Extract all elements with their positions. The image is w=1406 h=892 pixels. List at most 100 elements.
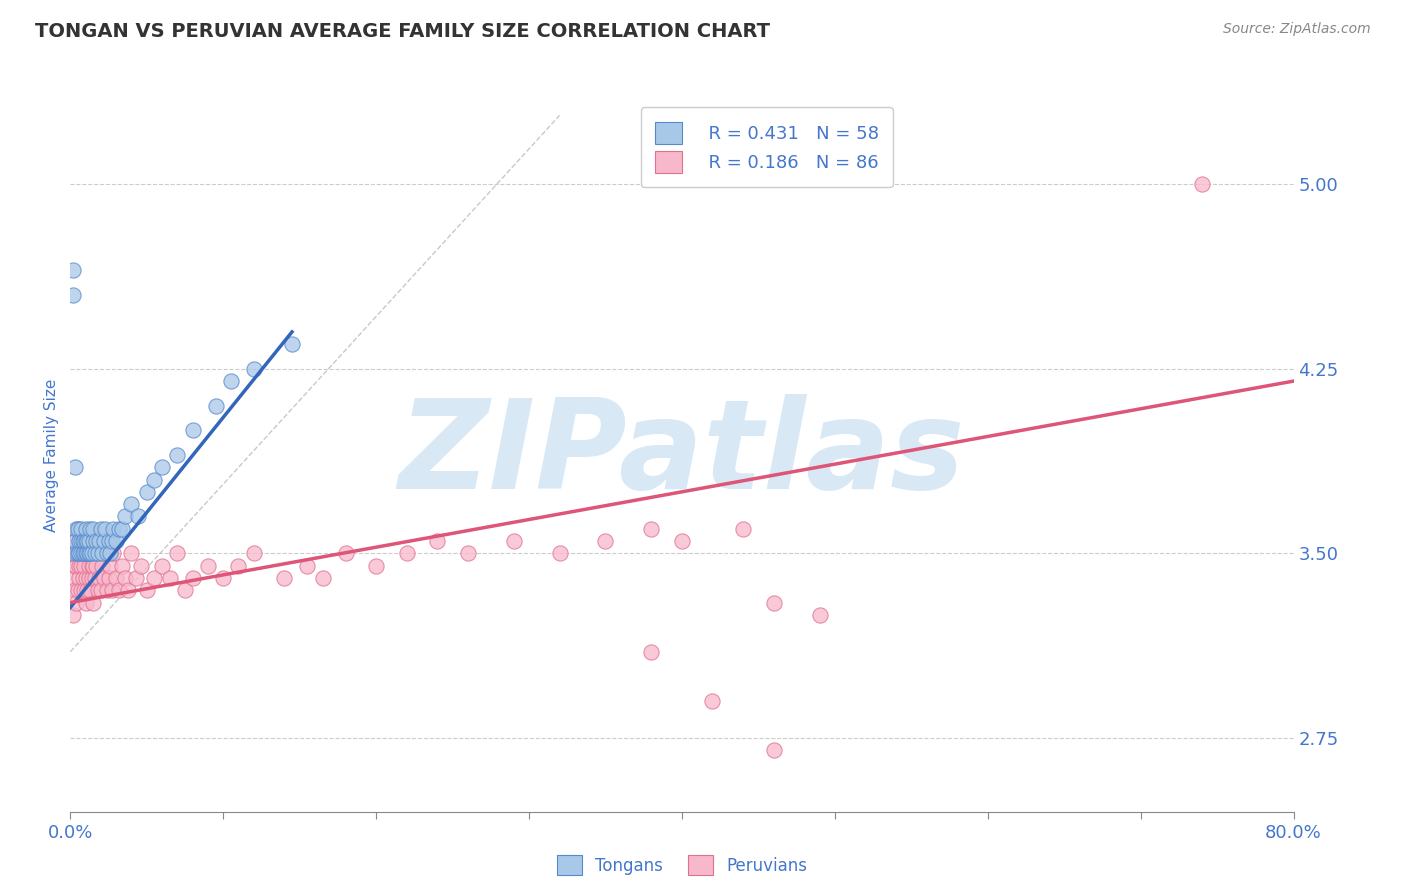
Point bbox=[166, 448, 188, 462]
Point bbox=[89, 534, 111, 549]
Point bbox=[98, 558, 121, 573]
Text: Source: ZipAtlas.com: Source: ZipAtlas.com bbox=[1223, 22, 1371, 37]
Point bbox=[69, 571, 91, 585]
Point bbox=[76, 546, 98, 560]
Point bbox=[502, 534, 524, 549]
Point bbox=[335, 546, 357, 560]
Point bbox=[96, 583, 118, 598]
Point bbox=[63, 460, 86, 475]
Point bbox=[640, 645, 662, 659]
Point bbox=[243, 546, 266, 560]
Point bbox=[197, 558, 219, 573]
Point bbox=[80, 571, 103, 585]
Point bbox=[63, 583, 86, 598]
Point bbox=[62, 607, 84, 622]
Point bbox=[93, 571, 115, 585]
Point bbox=[75, 534, 97, 549]
Point bbox=[150, 558, 173, 573]
Point bbox=[70, 534, 93, 549]
Point bbox=[127, 509, 149, 524]
Point bbox=[166, 546, 188, 560]
Point bbox=[79, 583, 101, 598]
Point bbox=[73, 546, 96, 560]
Point bbox=[83, 571, 105, 585]
Point bbox=[77, 558, 100, 573]
Point bbox=[73, 583, 96, 598]
Point bbox=[87, 583, 110, 598]
Point bbox=[159, 571, 181, 585]
Point bbox=[243, 361, 266, 376]
Point bbox=[125, 571, 148, 585]
Point bbox=[702, 694, 724, 708]
Point bbox=[108, 522, 131, 536]
Point bbox=[66, 546, 89, 560]
Point bbox=[89, 571, 111, 585]
Point bbox=[69, 534, 91, 549]
Point bbox=[63, 558, 86, 573]
Point bbox=[73, 534, 96, 549]
Point bbox=[75, 571, 97, 585]
Point bbox=[77, 571, 100, 585]
Point bbox=[366, 558, 388, 573]
Point bbox=[733, 522, 755, 536]
Point bbox=[219, 374, 242, 388]
Point bbox=[91, 546, 114, 560]
Point bbox=[69, 558, 91, 573]
Point bbox=[60, 546, 83, 560]
Point bbox=[762, 743, 785, 757]
Point bbox=[121, 497, 143, 511]
Point bbox=[60, 571, 83, 585]
Point bbox=[84, 558, 107, 573]
Point bbox=[98, 546, 121, 560]
Point bbox=[65, 546, 87, 560]
Point bbox=[65, 596, 87, 610]
Point bbox=[108, 583, 131, 598]
Point bbox=[65, 558, 87, 573]
Point bbox=[75, 596, 97, 610]
Point bbox=[311, 571, 333, 585]
Point bbox=[87, 546, 110, 560]
Point bbox=[640, 522, 662, 536]
Point bbox=[101, 522, 124, 536]
Point bbox=[82, 558, 104, 573]
Point bbox=[457, 546, 479, 560]
Point bbox=[105, 571, 128, 585]
Point bbox=[70, 558, 93, 573]
Legend: Tongans, Peruvians: Tongans, Peruvians bbox=[550, 848, 814, 882]
Point bbox=[100, 583, 122, 598]
Point bbox=[90, 583, 112, 598]
Point bbox=[83, 546, 105, 560]
Point bbox=[75, 546, 97, 560]
Point bbox=[135, 484, 157, 499]
Point bbox=[72, 546, 94, 560]
Point bbox=[204, 399, 226, 413]
Point bbox=[83, 534, 105, 549]
Point bbox=[72, 546, 94, 560]
Point bbox=[80, 558, 103, 573]
Point bbox=[69, 546, 91, 560]
Point bbox=[97, 534, 120, 549]
Point bbox=[72, 534, 94, 549]
Point bbox=[62, 288, 84, 302]
Point bbox=[101, 546, 124, 560]
Point bbox=[91, 558, 114, 573]
Point bbox=[174, 583, 197, 598]
Point bbox=[105, 534, 128, 549]
Point bbox=[181, 423, 204, 437]
Point bbox=[150, 460, 173, 475]
Point bbox=[84, 534, 107, 549]
Point bbox=[77, 534, 100, 549]
Point bbox=[80, 546, 103, 560]
Point bbox=[79, 522, 101, 536]
Point bbox=[87, 546, 110, 560]
Point bbox=[114, 509, 136, 524]
Point bbox=[82, 596, 104, 610]
Point bbox=[135, 583, 157, 598]
Point bbox=[66, 546, 89, 560]
Point bbox=[181, 571, 204, 585]
Point bbox=[90, 522, 112, 536]
Point bbox=[143, 473, 166, 487]
Point bbox=[273, 571, 295, 585]
Point bbox=[77, 546, 100, 560]
Text: ZIPatlas: ZIPatlas bbox=[399, 394, 965, 516]
